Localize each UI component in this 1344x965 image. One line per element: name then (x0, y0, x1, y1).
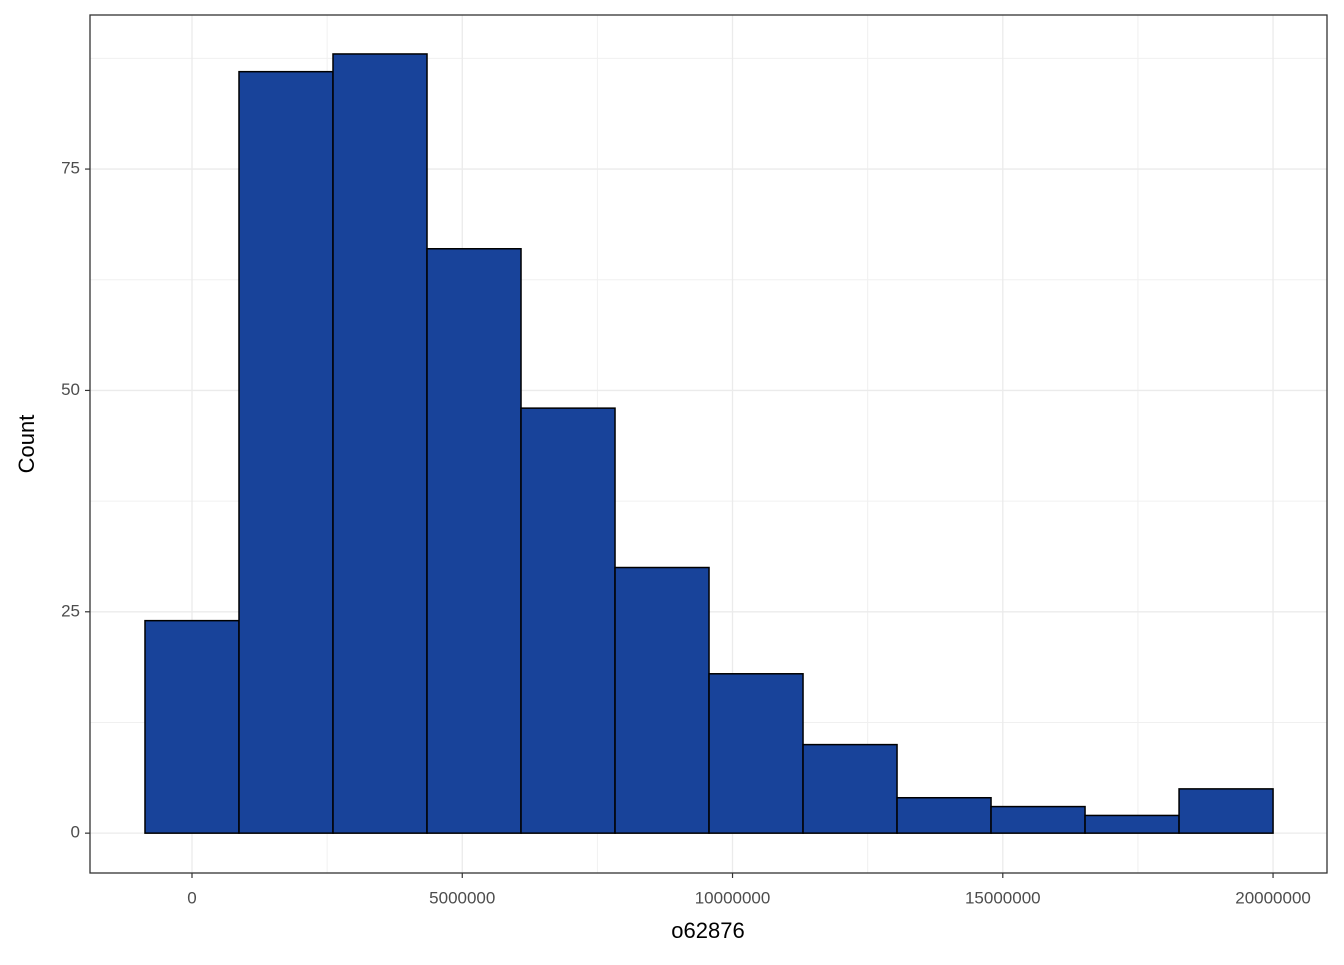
bar (1178, 788, 1274, 834)
y-tick-label: 25 (61, 601, 80, 620)
y-tick-label: 75 (61, 159, 80, 178)
x-axis-title: o62876 (671, 918, 744, 943)
x-tick-label: 20000000 (1235, 888, 1311, 907)
x-tick-label: 10000000 (695, 888, 771, 907)
bar (238, 70, 334, 834)
panel-border (89, 14, 1328, 874)
x-tick-label: 5000000 (429, 888, 495, 907)
bar (520, 407, 616, 834)
x-tick-label: 0 (187, 888, 196, 907)
bar (144, 619, 240, 834)
bar (332, 53, 428, 834)
bar (990, 805, 1086, 834)
y-axis-title: Count (14, 415, 39, 474)
x-tick-label: 15000000 (965, 888, 1041, 907)
bar (1084, 814, 1180, 834)
y-tick-label: 50 (61, 380, 80, 399)
bar (708, 673, 804, 834)
bar (614, 566, 710, 834)
y-tick-label: 0 (71, 823, 80, 842)
bar (426, 248, 522, 834)
bar (802, 743, 898, 834)
bar (896, 796, 992, 834)
